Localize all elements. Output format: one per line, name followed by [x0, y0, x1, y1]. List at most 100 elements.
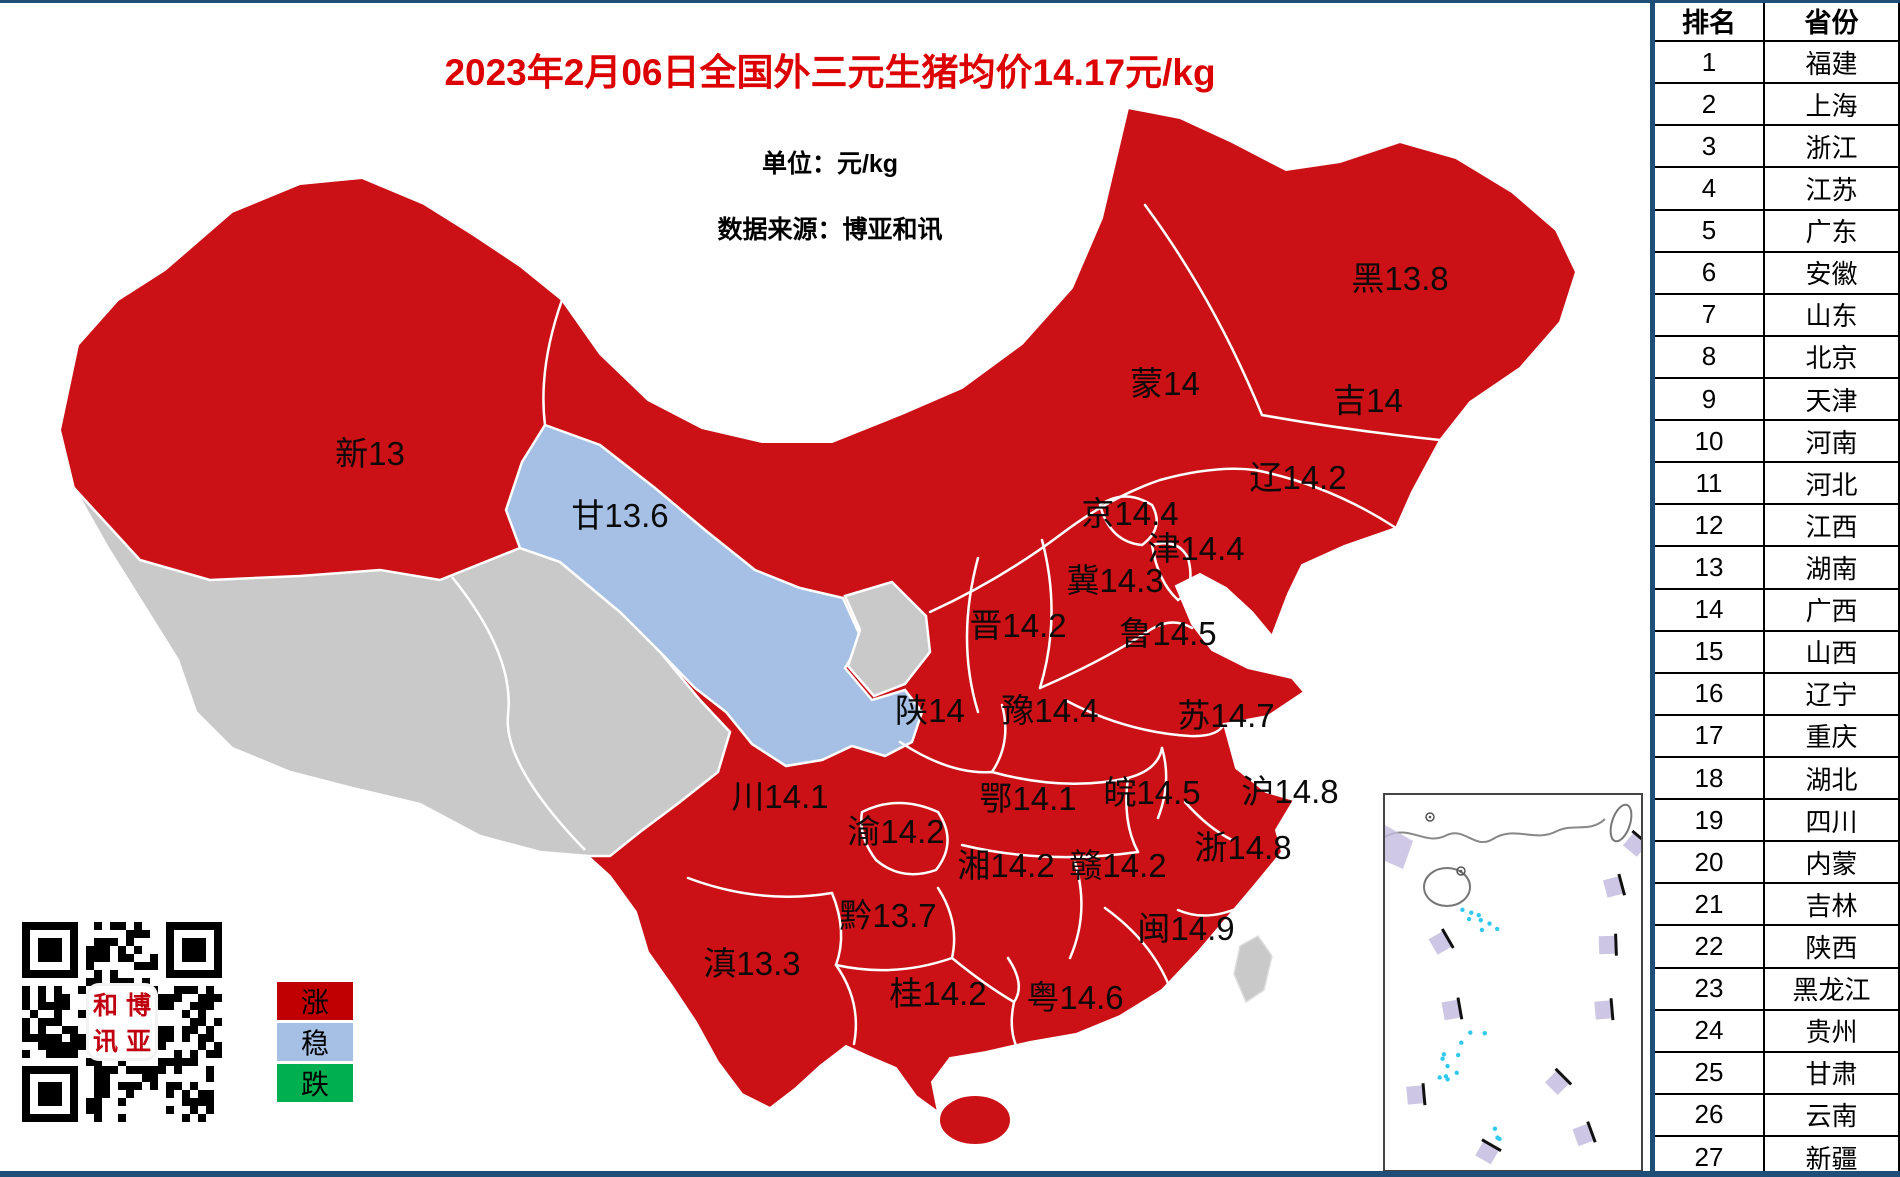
table-row: 10 河南: [1655, 421, 1900, 464]
province-label-陕: 陕14: [895, 692, 965, 729]
province-label-辽: 辽14.2: [1249, 459, 1346, 496]
province-label-蒙: 蒙14: [1130, 365, 1200, 402]
rank-cell: 17: [1655, 715, 1765, 756]
province-cell: 江苏: [1765, 168, 1900, 209]
rank-cell: 9: [1655, 378, 1765, 420]
province-label-滇: 滇13.3: [703, 945, 800, 982]
ranking-table: 排名 省份 1 福建 2 上海 3 浙江 4 江苏 5 广东 6 安徽 7 山东…: [1650, 0, 1900, 1177]
table-row: 22 陕西: [1655, 926, 1900, 969]
rank-cell: 14: [1655, 589, 1765, 630]
rank-cell: 20: [1655, 842, 1765, 883]
province-label-川: 川14.1: [731, 778, 828, 815]
province-cell: 安徽: [1765, 252, 1900, 293]
table-row: 26 云南: [1655, 1094, 1900, 1137]
rank-cell: 24: [1655, 1010, 1765, 1051]
hainan-outline: [1423, 867, 1471, 907]
island-dots: [1437, 907, 1502, 1142]
inset-vietnam-coast: [1385, 825, 1413, 869]
china-map: 新13 甘13.6 蒙14 黑13.8 吉14 辽14.2 京14.4津14.4冀14.3晋…: [58, 106, 1578, 1146]
rank-cell: 21: [1655, 884, 1765, 925]
legend-item: 稳: [277, 1023, 353, 1061]
table-row: 11 河北: [1655, 463, 1900, 506]
table-row: 2 上海: [1655, 84, 1900, 127]
tibet-qinghai-border: [451, 576, 586, 851]
qr-code: 和博讯亚: [22, 922, 222, 1122]
rank-cell: 18: [1655, 757, 1765, 799]
province-cell: 新疆: [1765, 1136, 1900, 1177]
table-row: 25 甘肃: [1655, 1052, 1900, 1095]
province-cell: 河北: [1765, 463, 1900, 504]
province-cell: 贵州: [1765, 1010, 1900, 1051]
province-label-冀: 冀14.3: [1066, 562, 1163, 599]
province-label-鄂: 鄂14.1: [979, 780, 1076, 817]
inset-coastline: [1384, 818, 1606, 844]
table-row: 1 福建: [1655, 42, 1900, 85]
province-cell: 浙江: [1765, 126, 1900, 167]
rank-cell: 12: [1655, 505, 1765, 546]
page-title: 2023年2月06日全国外三元生猪均价14.17元/kg: [444, 52, 1216, 93]
province-cell: 山东: [1765, 294, 1900, 335]
province-label-鲁: 鲁14.5: [1119, 615, 1216, 652]
rank-cell: 13: [1655, 547, 1765, 588]
province-label-黑: 黑13.8: [1351, 260, 1448, 297]
table-row: 15 山西: [1655, 631, 1900, 674]
province-label-黔: 黔13.7: [839, 897, 936, 934]
province-label-京: 京14.4: [1081, 495, 1178, 532]
table-row: 8 北京: [1655, 336, 1900, 379]
province-label-闽: 闽14.9: [1137, 910, 1234, 947]
province-cell: 重庆: [1765, 715, 1900, 756]
table-row: 20 内蒙: [1655, 842, 1900, 885]
region-taiwan: [1233, 935, 1273, 1004]
table-row: 23 黑龙江: [1655, 968, 1900, 1011]
nine-dash-line: [1406, 829, 1651, 1165]
rank-cell: 8: [1655, 336, 1765, 377]
rank-cell: 16: [1655, 673, 1765, 714]
province-cell: 吉林: [1765, 884, 1900, 925]
legend: 涨 稳 跌: [277, 982, 353, 1102]
province-label-赣: 赣14.2: [1069, 847, 1166, 884]
province-cell: 山西: [1765, 631, 1900, 672]
table-row: 7 山东: [1655, 294, 1900, 337]
rank-cell: 15: [1655, 631, 1765, 672]
legend-item: 跌: [277, 1064, 353, 1102]
province-label-晋: 晋14.2: [969, 607, 1066, 644]
table-row: 18 湖北: [1655, 757, 1900, 801]
unit-label: 单位：元/kg: [761, 150, 899, 178]
province-cell: 云南: [1765, 1094, 1900, 1135]
rank-cell: 1: [1655, 42, 1765, 83]
province-label-皖: 皖14.5: [1103, 774, 1200, 811]
seal-character: 讯: [92, 1027, 118, 1056]
province-label-新: 新13: [335, 435, 405, 472]
city-marker: [1456, 866, 1466, 876]
province-label-桂: 桂14.2: [889, 975, 986, 1012]
rank-cell: 6: [1655, 252, 1765, 293]
province-borders: [542, 203, 1442, 1052]
seal-character: 博: [125, 991, 151, 1020]
boyar-seal-logo: 和博讯亚: [89, 986, 155, 1058]
legend-label: 涨: [300, 987, 329, 1018]
province-label-湘: 湘14.2: [957, 847, 1054, 884]
province-cell: 河南: [1765, 421, 1900, 462]
table-row: 9 天津: [1655, 378, 1900, 422]
province-cell: 湖北: [1765, 757, 1900, 799]
province-cell: 北京: [1765, 336, 1900, 377]
legend-label: 稳: [300, 1028, 329, 1059]
province-label-苏: 苏14.7: [1177, 697, 1274, 734]
region-gansu: [504, 423, 924, 768]
province-cell: 广东: [1765, 210, 1900, 251]
table-row: 6 安徽: [1655, 252, 1900, 295]
province-cell: 四川: [1765, 800, 1900, 841]
table-row: 24 贵州: [1655, 1010, 1900, 1053]
province-cell: 陕西: [1765, 926, 1900, 967]
province-label-豫: 豫14.4: [1001, 692, 1098, 729]
table-row: 4 江苏: [1655, 168, 1900, 211]
province-label-浙: 浙14.8: [1194, 829, 1291, 866]
rank-header-cell: 排名: [1655, 0, 1765, 41]
rank-cell: 25: [1655, 1052, 1765, 1093]
data-source-label: 数据来源：博亚和讯: [717, 216, 943, 244]
rank-cell: 3: [1655, 126, 1765, 167]
rank-cell: 23: [1655, 968, 1765, 1009]
rank-cell: 19: [1655, 800, 1765, 841]
table-row: 5 广东: [1655, 210, 1900, 253]
